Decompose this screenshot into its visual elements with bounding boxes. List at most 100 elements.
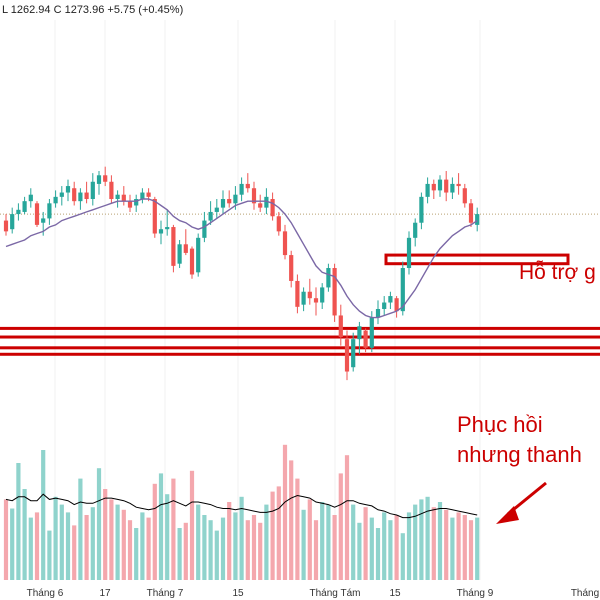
candle-body — [65, 186, 71, 193]
candle-body — [78, 192, 83, 202]
candle-body — [146, 192, 151, 197]
grid-lines — [54, 20, 481, 580]
candle-body — [53, 196, 58, 204]
volume-bar — [369, 517, 374, 580]
x-axis-label: Tháng — [571, 588, 599, 599]
candle-body — [41, 218, 46, 223]
candle-body — [270, 199, 275, 217]
red-arrow-icon — [496, 481, 547, 524]
volume-bar — [34, 512, 40, 580]
candle-body — [462, 188, 467, 204]
candle-body — [208, 211, 213, 221]
candle-body — [158, 229, 164, 234]
volume-bar — [388, 520, 393, 580]
candle-body — [313, 298, 319, 303]
volume-bar — [189, 470, 195, 580]
candle-body — [400, 268, 405, 312]
x-axis-label: Tháng 7 — [147, 588, 184, 599]
volume-bar — [16, 463, 21, 580]
x-axis-label: Tháng Tám — [310, 588, 361, 599]
volume-moving-average — [5, 493, 478, 519]
candle-body — [109, 181, 114, 200]
candle-body — [450, 183, 455, 193]
volume-bar — [96, 468, 102, 580]
volume-bar — [251, 515, 257, 580]
candle-body — [127, 201, 133, 208]
volume-bar — [10, 508, 15, 580]
volume-bar — [171, 478, 176, 580]
volume-bar — [115, 504, 120, 580]
candle-body — [96, 175, 102, 184]
volume-bar — [468, 520, 474, 580]
volume-bar — [307, 499, 312, 580]
candle-body — [282, 231, 288, 256]
volume-bar — [400, 533, 405, 580]
candle-body — [338, 315, 343, 338]
candle-body — [320, 287, 325, 303]
candle-body — [301, 291, 306, 305]
volume-bar — [289, 460, 294, 580]
volume-bar — [301, 509, 306, 580]
volume-bar — [127, 520, 133, 580]
volume-bar — [177, 528, 182, 580]
volume-bar — [233, 512, 238, 580]
volume-bar — [90, 507, 95, 580]
candle-body — [419, 196, 424, 223]
candle-body — [121, 194, 126, 202]
volume-bar — [84, 515, 89, 580]
volume-bar — [270, 491, 275, 580]
volume-bar — [121, 509, 126, 580]
candle-body — [468, 203, 474, 223]
support-zone — [0, 326, 600, 339]
volume-bar — [134, 528, 139, 580]
candle-body — [34, 203, 40, 225]
volume-bars[interactable] — [3, 444, 480, 580]
x-axis-label: Tháng 6 — [27, 588, 64, 599]
candle-body — [202, 220, 207, 238]
candle-body — [196, 237, 201, 273]
candle-body — [177, 244, 182, 264]
volume-bar — [109, 499, 114, 580]
volume-bar — [47, 530, 52, 580]
volume-bar — [183, 522, 188, 580]
volume-bar — [394, 515, 399, 580]
volume-bar — [158, 473, 164, 580]
candle-body — [475, 214, 480, 225]
candle-body — [456, 183, 461, 187]
x-axis-label: Tháng 9 — [457, 588, 494, 599]
candle-body — [388, 296, 393, 303]
candle-body — [394, 298, 399, 312]
volume-bar — [313, 520, 319, 580]
support-zone — [0, 346, 600, 356]
ohlc-readout: L 1262.94 C 1273.96 +5.75 (+0.45%) — [2, 4, 184, 16]
volume-bar — [344, 455, 350, 580]
candle-body — [295, 280, 300, 307]
price-candles[interactable] — [3, 166, 480, 381]
candle-body — [251, 188, 257, 204]
candle-body — [276, 216, 281, 232]
candle-body — [307, 291, 312, 299]
volume-bar — [78, 478, 83, 580]
volume-bar — [338, 473, 343, 580]
candle-body — [227, 199, 232, 204]
candle-body — [103, 175, 108, 182]
candle-body — [431, 183, 436, 191]
support-zones — [0, 253, 600, 356]
candle-body — [3, 220, 9, 232]
candle-body — [357, 326, 362, 340]
candle-body — [413, 222, 418, 238]
price-moving-average — [5, 198, 478, 319]
volume-bar — [227, 502, 232, 580]
candle-body — [289, 255, 294, 281]
candle-body — [59, 192, 64, 197]
candle-body — [375, 308, 381, 318]
volume-bar — [140, 512, 145, 580]
candle-body — [444, 179, 449, 193]
volume-bar — [462, 515, 467, 580]
x-axis-labels: Tháng 6 17 Tháng 7 15 Tháng Tám 15 Tháng 9 Thán… — [27, 588, 600, 599]
candle-body — [220, 199, 226, 208]
candle-body — [183, 244, 188, 253]
candle-body — [245, 183, 250, 189]
candle-body — [239, 183, 244, 195]
